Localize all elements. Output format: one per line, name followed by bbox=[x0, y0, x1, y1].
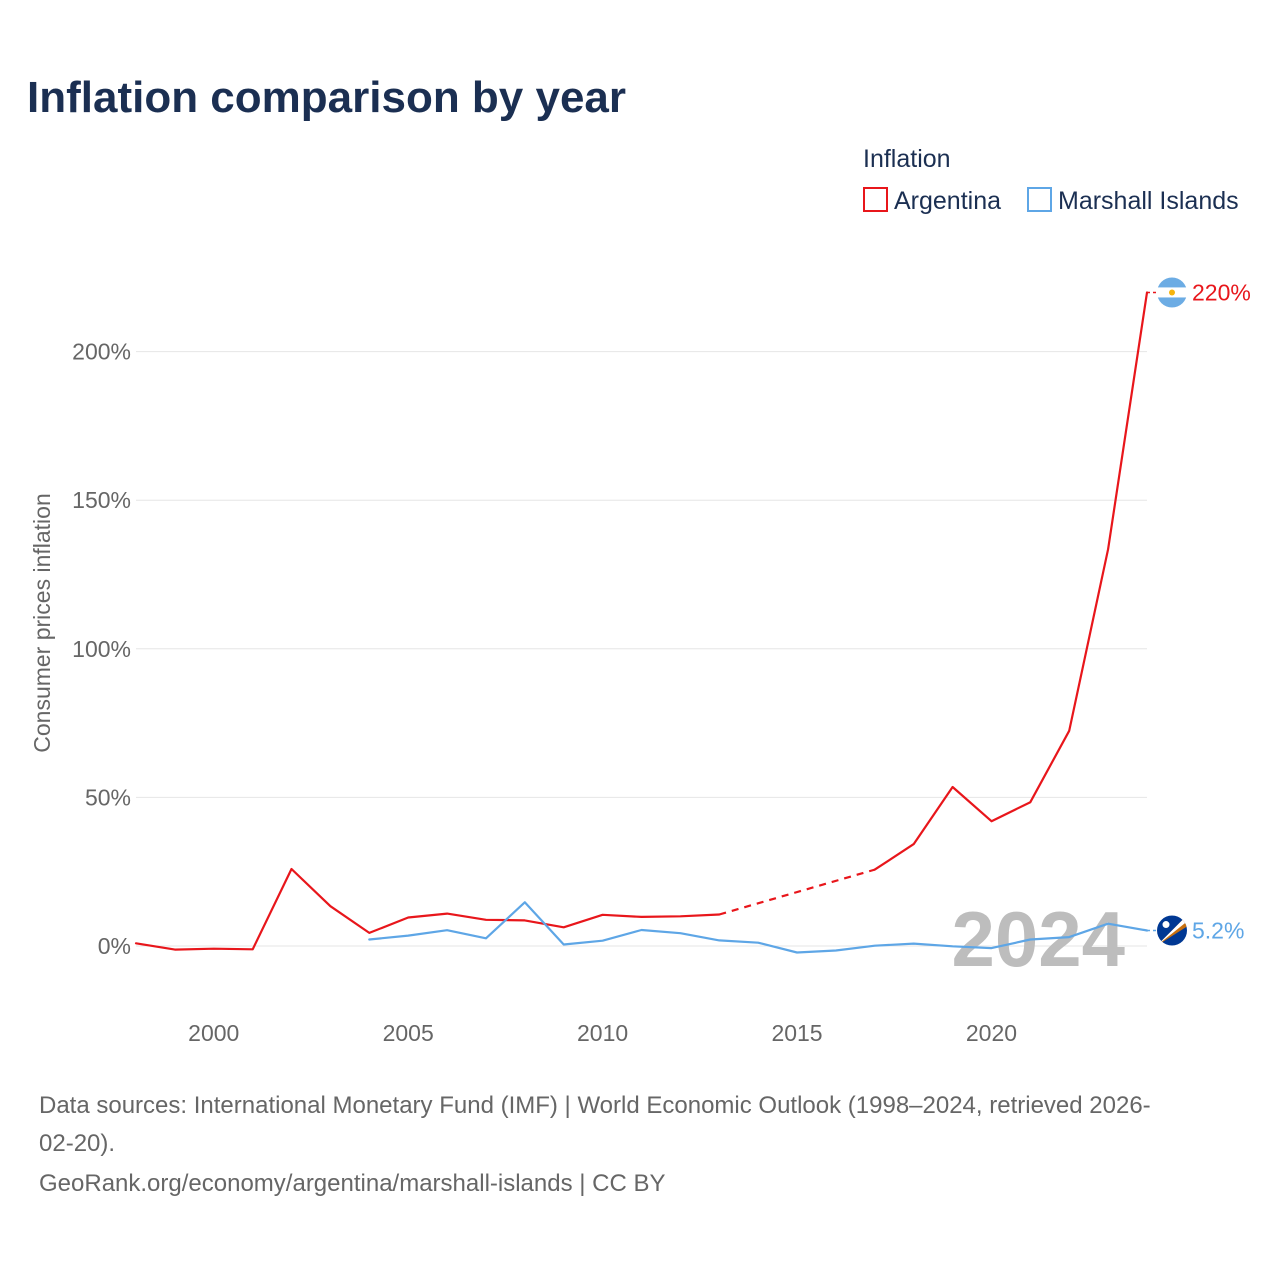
marshall-islands-end-label: 5.2% bbox=[1192, 918, 1244, 944]
series-gap-argentina bbox=[718, 868, 876, 916]
credit-link[interactable]: GeoRank.org/economy/argentina/marshall-i… bbox=[39, 1170, 666, 1197]
legend-label-argentina: Argentina bbox=[894, 187, 1001, 215]
series-line-argentina[interactable] bbox=[873, 291, 1149, 871]
legend-item-marshall-islands[interactable]: Marshall Islands bbox=[1027, 187, 1239, 215]
y-tick-label: 200% bbox=[72, 339, 131, 365]
series-line-argentina[interactable] bbox=[134, 867, 721, 951]
x-tick-label: 2005 bbox=[383, 1020, 434, 1046]
y-tick-label: 50% bbox=[85, 784, 131, 810]
x-tick-label: 2020 bbox=[966, 1020, 1017, 1046]
x-tick-label: 2010 bbox=[577, 1020, 628, 1046]
series-line-marshall-islands[interactable] bbox=[368, 901, 1149, 954]
legend-swatch-marshall-islands bbox=[1027, 187, 1052, 212]
argentina-end-label: 220% bbox=[1192, 279, 1251, 305]
y-tick-label: 0% bbox=[98, 933, 131, 959]
y-tick-label: 150% bbox=[72, 487, 131, 513]
x-tick-label: 2015 bbox=[771, 1020, 822, 1046]
x-axis-ticks: 2000 2005 2010 2015 2020 bbox=[188, 1020, 1017, 1046]
chart-title: Inflation comparison by year bbox=[27, 73, 626, 122]
marshall-islands-flag-icon bbox=[1157, 915, 1187, 946]
y-tick-label: 100% bbox=[72, 636, 131, 662]
legend-item-argentina[interactable]: Argentina bbox=[863, 187, 1001, 215]
argentina-flag-icon bbox=[1157, 277, 1187, 308]
x-tick-label: 2000 bbox=[188, 1020, 239, 1046]
legend-label-marshall-islands: Marshall Islands bbox=[1058, 187, 1239, 215]
legend-swatch-argentina bbox=[863, 187, 888, 212]
gridlines bbox=[136, 351, 1147, 947]
series-end-markers: 220% 5.2% bbox=[1157, 277, 1251, 946]
y-axis-title: Consumer prices inflation bbox=[29, 493, 55, 753]
legend-title: Inflation bbox=[863, 145, 951, 173]
data-sources-line-2: 02-20). bbox=[39, 1130, 115, 1157]
legend: Inflation Argentina Marshall Islands bbox=[863, 145, 1239, 215]
data-sources-line-1: Data sources: International Monetary Fun… bbox=[39, 1092, 1151, 1119]
y-axis-ticks: 0% 50% 100% 150% 200% bbox=[72, 339, 131, 959]
series-lines bbox=[134, 291, 1157, 954]
